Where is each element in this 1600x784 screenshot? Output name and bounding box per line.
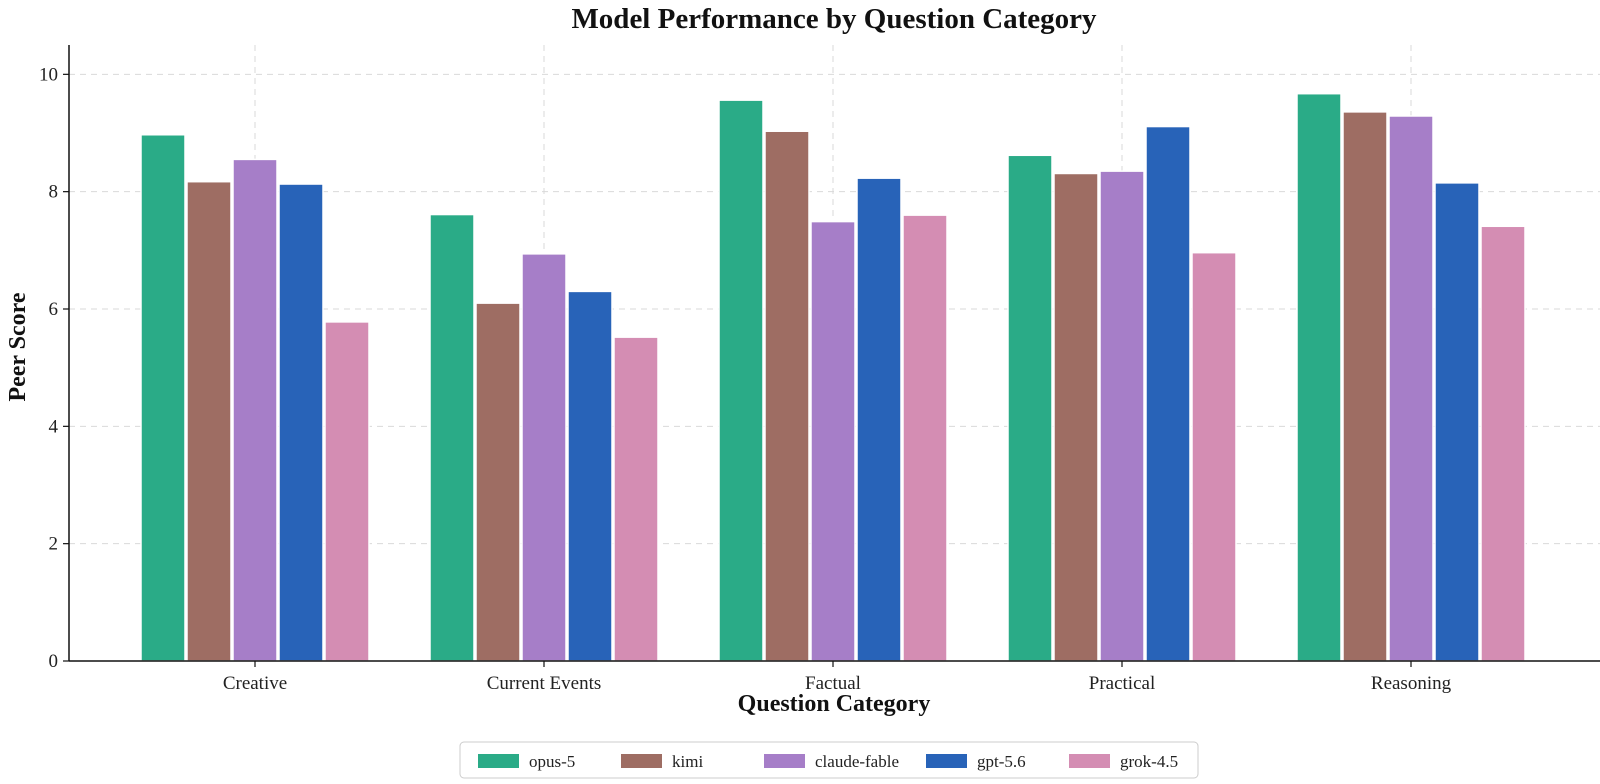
bar-opus-5-reasoning [1296, 92, 1342, 662]
x-tick-label: Factual [805, 673, 861, 694]
legend-label-kimi: kimi [672, 752, 703, 771]
bar-kimi-practical [1053, 172, 1099, 662]
bar-grok-4.5-creative [324, 321, 370, 662]
bar-claude-fable-factual [810, 220, 856, 662]
legend-label-gpt-5.6: gpt-5.6 [977, 752, 1026, 771]
chart-title: Model Performance by Question Category [571, 3, 1097, 35]
y-ticks: 0 2 4 6 8 10 [39, 64, 69, 672]
legend-swatch-opus-5 [478, 754, 519, 768]
axes [68, 45, 1600, 662]
bar-gpt-5.6-practical [1145, 125, 1191, 662]
bar-grok-4.5-reasoning [1480, 225, 1526, 662]
x-tick-label: Current Events [487, 673, 602, 694]
bar-kimi-creative [186, 180, 232, 662]
y-tick-label: 6 [49, 299, 59, 320]
legend-swatch-grok-4.5 [1069, 754, 1110, 768]
y-tick-label: 8 [49, 182, 59, 203]
bar-kimi-reasoning [1342, 111, 1388, 662]
legend-swatch-gpt-5.6 [926, 754, 967, 768]
y-axis-label: Peer Score [5, 292, 31, 401]
x-axis-label: Question Category [738, 691, 931, 717]
y-tick-label: 0 [49, 651, 59, 672]
legend: opus-5 kimi claude-fable gpt-5.6 grok-4.5 [459, 741, 1199, 779]
y-tick-label: 2 [49, 534, 59, 555]
bar-grok-4.5-practical [1191, 251, 1237, 662]
bar-claude-fable-current-events [521, 253, 567, 662]
bar-grok-4.5-factual [902, 214, 948, 662]
bar-claude-fable-practical [1099, 170, 1145, 662]
x-tick-label: Creative [223, 673, 287, 694]
x-tick-label: Practical [1089, 673, 1155, 694]
y-tick-label: 10 [39, 64, 58, 85]
legend-label-opus-5: opus-5 [529, 752, 575, 771]
x-ticks: Creative Current Events Factual Practical Re… [223, 661, 1452, 694]
legend-label-grok-4.5: grok-4.5 [1120, 752, 1178, 771]
bar-opus-5-factual [718, 99, 764, 662]
legend-frame [459, 741, 1199, 779]
legend-swatch-claude-fable [764, 754, 805, 768]
x-tick-label: Reasoning [1371, 673, 1452, 694]
bar-opus-5-current-events [429, 213, 475, 662]
bar-opus-5-creative [140, 134, 186, 662]
bars [140, 92, 1526, 662]
bar-claude-fable-reasoning [1388, 115, 1434, 662]
y-tick-label: 4 [49, 416, 59, 437]
legend-swatch-kimi [621, 754, 662, 768]
bar-gpt-5.6-current-events [567, 290, 613, 662]
bar-gpt-5.6-factual [856, 177, 902, 662]
bar-claude-fable-creative [232, 158, 278, 662]
bar-kimi-current-events [475, 302, 521, 662]
bar-grok-4.5-current-events [613, 336, 659, 662]
bar-kimi-factual [764, 130, 810, 662]
bar-opus-5-practical [1007, 154, 1053, 662]
bar-gpt-5.6-reasoning [1434, 182, 1480, 662]
bar-gpt-5.6-creative [278, 183, 324, 662]
legend-label-claude-fable: claude-fable [815, 752, 899, 771]
